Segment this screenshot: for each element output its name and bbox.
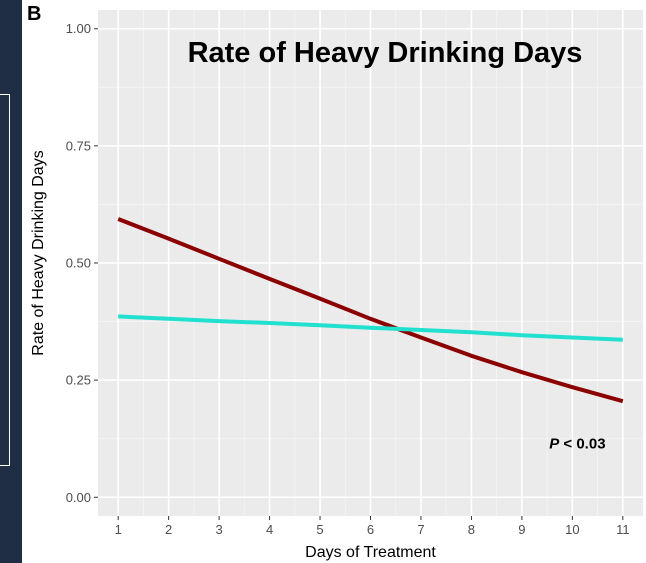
x-axis-title: Days of Treatment [305, 544, 436, 561]
y-tick-label: 0.50 [66, 256, 91, 271]
left-edge-strip [0, 0, 22, 563]
x-tick-label: 8 [468, 522, 475, 537]
panel-label: B [27, 3, 42, 25]
series-lines [117, 217, 624, 404]
grid-lines [98, 10, 643, 516]
series-line-2 [118, 314, 623, 342]
x-tick-label: 2 [165, 522, 172, 537]
x-tick-label: 9 [518, 522, 525, 537]
y-tick-label: 0.75 [66, 138, 91, 153]
chart-title: Rate of Heavy Drinking Days [188, 37, 583, 69]
y-tick-label: 0.25 [66, 373, 91, 388]
y-tick-label: 0.00 [66, 490, 91, 505]
x-tick-label: 7 [417, 522, 424, 537]
x-tick-label: 4 [266, 522, 273, 537]
p-value-annotation: P < 0.03 [549, 435, 605, 452]
x-tick-label: 6 [367, 522, 374, 537]
x-tick-label: 3 [215, 522, 222, 537]
x-tick-label: 1 [115, 522, 122, 537]
series-line-1 [117, 217, 624, 404]
p-value-symbol: P [549, 435, 560, 452]
left-edge-box [0, 94, 10, 466]
p-value-text: < 0.03 [559, 435, 605, 452]
x-tick-label: 10 [565, 522, 579, 537]
y-tick-label: 1.00 [66, 21, 91, 36]
x-tick-label: 11 [616, 522, 630, 537]
x-tick-label: 5 [316, 522, 323, 537]
y-axis-title: Rate of Heavy Drinking Days [30, 150, 47, 355]
axis-ticks: 1 2 3 4 5 6 7 8 9 10 11 0.00 0.25 0.50 0.75 1.00 [66, 21, 630, 537]
